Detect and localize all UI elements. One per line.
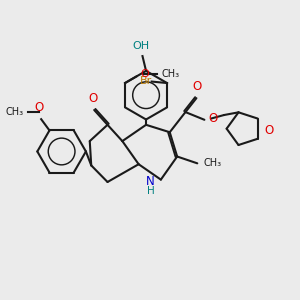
Text: Br: Br: [140, 76, 152, 86]
Text: O: O: [208, 112, 217, 125]
Text: O: O: [88, 92, 98, 105]
Text: H: H: [147, 186, 154, 196]
Text: OH: OH: [132, 41, 149, 51]
Text: O: O: [140, 69, 149, 79]
Text: O: O: [35, 101, 44, 114]
Text: CH₃: CH₃: [5, 107, 23, 117]
Text: O: O: [265, 124, 274, 137]
Text: CH₃: CH₃: [204, 158, 222, 168]
Text: O: O: [192, 80, 202, 93]
Text: N: N: [146, 175, 154, 188]
Text: CH₃: CH₃: [161, 69, 179, 79]
